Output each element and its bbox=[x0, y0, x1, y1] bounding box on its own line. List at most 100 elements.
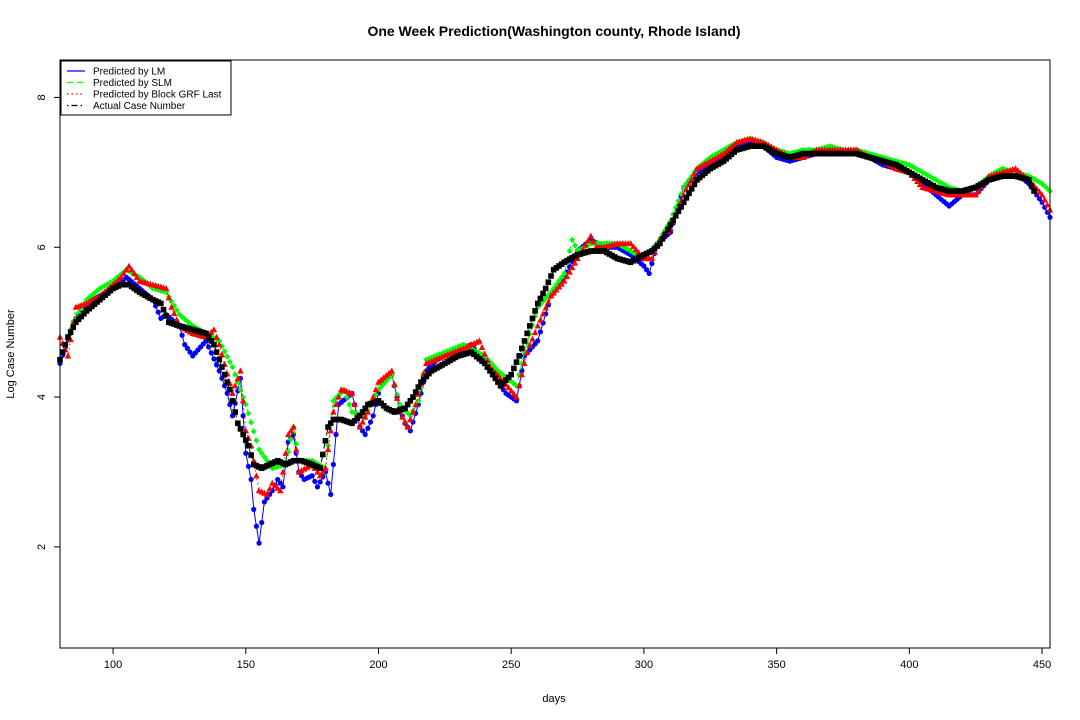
data-point bbox=[420, 376, 427, 383]
data-point bbox=[513, 359, 520, 365]
data-point bbox=[524, 330, 530, 337]
x-tick-label: 250 bbox=[502, 659, 520, 671]
data-point bbox=[529, 315, 536, 322]
data-point bbox=[492, 375, 499, 382]
data-point bbox=[532, 308, 538, 314]
x-tick-label: 300 bbox=[635, 659, 653, 671]
data-point bbox=[259, 519, 265, 526]
data-point bbox=[237, 426, 244, 432]
data-point bbox=[235, 420, 241, 427]
data-point bbox=[213, 362, 220, 368]
data-point bbox=[537, 329, 544, 335]
data-point bbox=[685, 180, 693, 187]
data-point bbox=[542, 304, 549, 311]
data-point bbox=[401, 418, 409, 425]
data-point bbox=[521, 338, 528, 344]
data-point bbox=[258, 450, 265, 457]
data-point bbox=[476, 337, 483, 344]
data-point bbox=[170, 310, 178, 317]
data-point bbox=[319, 468, 326, 475]
data-point bbox=[240, 413, 246, 419]
data-point bbox=[210, 326, 218, 333]
data-point bbox=[364, 408, 372, 415]
data-point bbox=[569, 236, 576, 243]
data-point bbox=[346, 401, 353, 408]
data-point bbox=[184, 345, 190, 351]
data-point bbox=[208, 350, 214, 356]
data-point bbox=[487, 368, 493, 374]
data-point bbox=[646, 270, 652, 277]
data-point bbox=[279, 468, 287, 475]
data-point bbox=[261, 499, 267, 505]
legend-entry: Predicted by Block GRF Last bbox=[93, 90, 222, 101]
data-point bbox=[569, 264, 576, 271]
data-point bbox=[561, 270, 568, 277]
data-point bbox=[540, 290, 546, 297]
data-point bbox=[670, 217, 676, 224]
data-point bbox=[123, 266, 130, 273]
data-point bbox=[330, 461, 336, 468]
data-point bbox=[497, 383, 504, 389]
data-point bbox=[356, 423, 364, 430]
data-point bbox=[67, 329, 74, 335]
data-point bbox=[251, 506, 257, 513]
data-point bbox=[213, 349, 220, 355]
x-tick-label: 400 bbox=[900, 659, 918, 671]
data-point bbox=[630, 243, 637, 250]
x-tick-label: 450 bbox=[1033, 659, 1051, 671]
data-point bbox=[317, 465, 323, 472]
data-point bbox=[484, 364, 491, 370]
data-point bbox=[649, 260, 655, 267]
data-point bbox=[393, 394, 401, 401]
data-point bbox=[505, 384, 512, 391]
data-point bbox=[545, 279, 552, 286]
legend-box bbox=[60, 60, 232, 116]
data-point bbox=[226, 358, 233, 365]
data-point bbox=[388, 367, 395, 374]
data-point bbox=[322, 437, 329, 444]
data-point bbox=[120, 270, 127, 277]
data-point bbox=[362, 431, 368, 438]
y-tick-label: 6 bbox=[36, 244, 48, 250]
data-point bbox=[179, 332, 185, 338]
data-point bbox=[511, 365, 517, 372]
x-axis: 100 150 200 250 300 350 400 450 bbox=[104, 647, 1051, 671]
data-point bbox=[534, 300, 541, 307]
data-point bbox=[545, 298, 552, 305]
data-point bbox=[415, 384, 422, 390]
data-point bbox=[481, 360, 488, 367]
data-point bbox=[534, 322, 541, 329]
data-point bbox=[231, 382, 239, 389]
data-point bbox=[407, 416, 414, 423]
data-point bbox=[59, 349, 66, 355]
data-point bbox=[325, 424, 331, 430]
data-point bbox=[1025, 177, 1032, 183]
data-point bbox=[357, 412, 363, 419]
data-point bbox=[316, 472, 324, 479]
data-point bbox=[584, 237, 592, 244]
data-point bbox=[423, 373, 430, 380]
data-point bbox=[309, 473, 315, 479]
data-point bbox=[535, 338, 541, 344]
data-point bbox=[70, 324, 77, 330]
data-point bbox=[62, 341, 69, 348]
data-point bbox=[508, 371, 515, 378]
y-tick-label: 2 bbox=[36, 544, 48, 550]
chart-title: One Week Prediction(Washington county, R… bbox=[367, 23, 740, 39]
data-point bbox=[539, 310, 547, 317]
data-point bbox=[158, 300, 164, 307]
data-point bbox=[548, 273, 554, 279]
data-point bbox=[667, 221, 674, 228]
data-point bbox=[529, 335, 536, 342]
data-point bbox=[359, 409, 366, 415]
data-point bbox=[409, 408, 417, 415]
data-point bbox=[662, 231, 668, 237]
data-point bbox=[478, 344, 486, 351]
data-point bbox=[563, 273, 571, 280]
data-point bbox=[312, 478, 318, 484]
y-tick-label: 4 bbox=[36, 394, 48, 400]
data-point bbox=[78, 313, 85, 320]
data-point bbox=[359, 418, 366, 425]
data-point bbox=[253, 437, 260, 444]
